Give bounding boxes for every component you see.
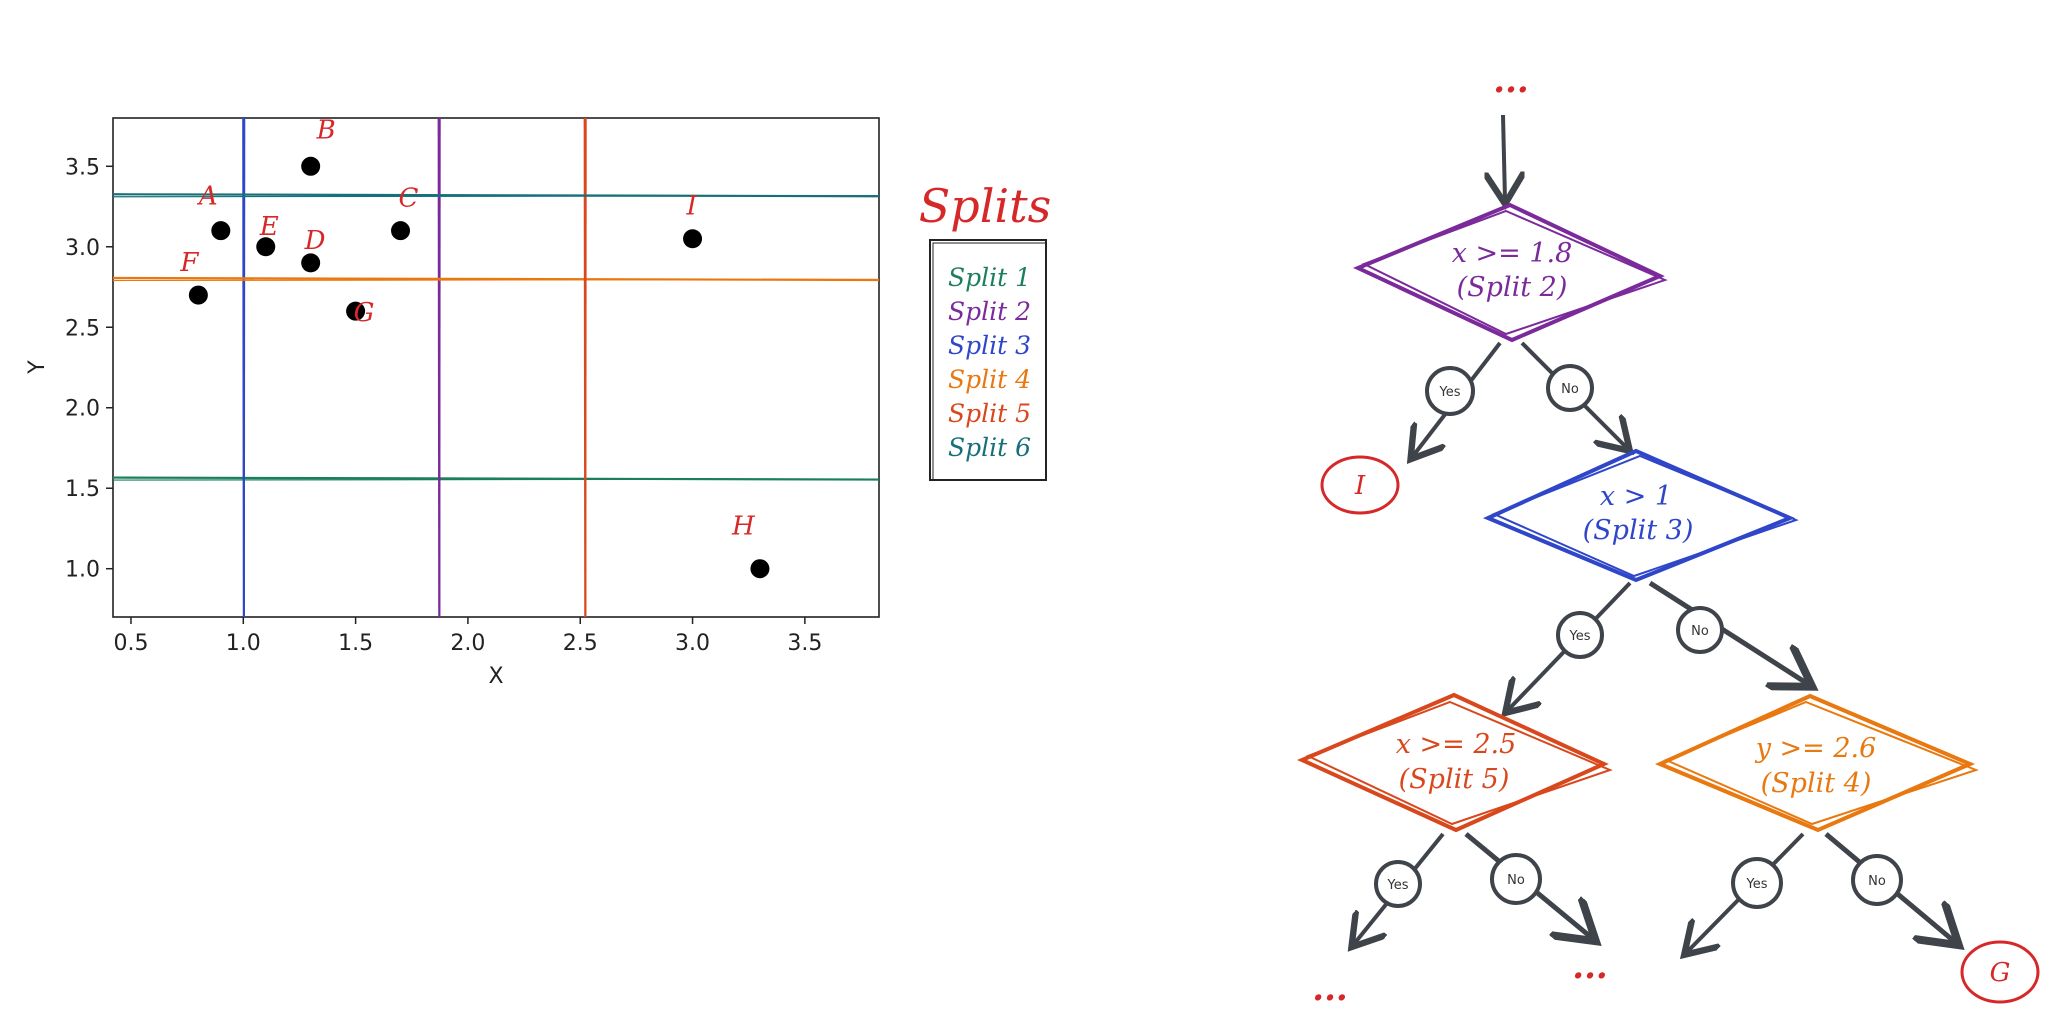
y-tick-label: 1.5 [65, 477, 100, 502]
node-split-2-condition: x >= 1.8 [1452, 238, 1573, 269]
edge-split3-yes-label: Yes [1569, 629, 1591, 644]
point-B [301, 156, 321, 176]
point-H-label: H [731, 512, 756, 542]
node-split-2: x >= 1.8 (Split 2) [1353, 202, 1668, 343]
point-F-label: F [179, 248, 199, 278]
edge-split2-yes-badge [1425, 366, 1475, 416]
legend-item-split-3: Split 3 [948, 331, 1031, 360]
scatter-plot: 0.5 1.0 1.5 2.0 2.5 3.0 3.51.01.52.02.53.03.5 … [25, 115, 880, 689]
node-split-4-label: (Split 4) [1761, 768, 1872, 799]
node-split-4: y >= 2.6 (Split 4) [1654, 693, 1979, 833]
edge-split2-no-badge [1546, 364, 1594, 412]
edge-split2-no-label: No [1561, 382, 1579, 397]
point-A-label: A [197, 182, 218, 212]
edge-split3-no-label: No [1691, 624, 1709, 639]
y-tick-label: 1.0 [65, 558, 100, 583]
decision-tree: ... x >= 1.8 (Split 2) Yes I No x > 1 (S… [1297, 61, 2040, 1009]
data-points: A B C DE F G H I [179, 115, 770, 579]
point-F [188, 285, 208, 305]
point-G [346, 301, 366, 321]
split-6-line-sketch [112, 195, 880, 198]
y-tick-label: 2.0 [65, 397, 100, 422]
y-tick-label: 3.5 [65, 155, 100, 180]
node-split-2-label: (Split 2) [1457, 272, 1568, 303]
legend-box-sketch [932, 242, 1047, 481]
leaf-G [1960, 940, 2040, 1004]
x-tick-label: 1.5 [338, 631, 373, 656]
point-D-label: D [304, 226, 326, 256]
x-tick-label: 3.5 [787, 631, 822, 656]
x-tick-label: 2.0 [450, 631, 485, 656]
tree-bottom-ellipsis-left: ... [1312, 969, 1348, 1009]
legend-item-split-1: Split 1 [948, 263, 1031, 292]
x-tick-label: 3.0 [675, 631, 710, 656]
point-C [391, 221, 411, 241]
edge-split3-no [1648, 580, 1808, 684]
legend-item-split-4: Split 4 [948, 365, 1031, 394]
point-E [256, 237, 276, 257]
node-split-5-diamond-sketch [1305, 700, 1613, 826]
point-D [301, 253, 321, 273]
plot-frame [112, 117, 880, 618]
node-split-2-diamond-sketch [1361, 209, 1668, 336]
node-split-3-label: (Split 3) [1583, 515, 1694, 546]
y-axis-label: Y [25, 360, 50, 375]
point-C-label: C [399, 184, 419, 214]
split-1-line-sketch [112, 478, 880, 481]
edge-split3-yes-badge [1556, 611, 1604, 659]
tree-bottom-ellipsis-right: ... [1572, 947, 1608, 987]
edge-split5-yes-label: Yes [1387, 878, 1409, 893]
edge-split4-no-label: No [1868, 874, 1886, 889]
point-I [683, 229, 703, 249]
point-I-label: I [686, 192, 698, 222]
point-B-label: B [316, 115, 336, 145]
arrow-into-split2 [1503, 114, 1505, 200]
y-tick-label: 2.5 [65, 316, 100, 341]
point-G-label: G [354, 298, 375, 328]
edge-split4-no-badge [1851, 854, 1903, 906]
point-H [750, 559, 770, 579]
node-split-5-label: (Split 5) [1399, 764, 1510, 795]
node-split-5: x >= 2.5 (Split 5) [1297, 692, 1613, 833]
edge-split5-no-label: No [1507, 873, 1525, 888]
node-split-5-condition: x >= 2.5 [1396, 729, 1517, 760]
node-split-3-condition: x > 1 [1600, 481, 1672, 512]
node-split-4-condition: y >= 2.6 [1755, 733, 1877, 764]
split-4-line-sketch [112, 278, 880, 282]
splits-legend: Splits Split 1 Split 2 Split 3 Split 4 S… [919, 179, 1051, 481]
edge-split5-yes-badge [1374, 860, 1422, 908]
legend-item-split-5: Split 5 [948, 399, 1031, 428]
node-split-4-diamond-sketch [1663, 700, 1979, 826]
legend-item-split-6: Split 6 [948, 433, 1031, 462]
point-A [211, 221, 231, 241]
edge-split2-yes-label: Yes [1439, 385, 1461, 400]
x-tick-label: 0.5 [113, 631, 148, 656]
legend-title: Splits [919, 179, 1051, 233]
split-lines [112, 117, 880, 618]
edge-split4-yes-label: Yes [1746, 877, 1768, 892]
node-split-3: x > 1 (Split 3) [1482, 448, 1799, 583]
x-axis-label: X [488, 664, 503, 689]
legend-item-split-2: Split 2 [948, 297, 1031, 326]
leaf-G-label: G [1990, 958, 2011, 988]
x-tick-label: 2.5 [563, 631, 598, 656]
leaf-I [1320, 455, 1400, 515]
edge-split3-no-badge [1676, 606, 1724, 654]
point-E-label: E [259, 212, 279, 242]
edge-split5-no-badge [1490, 853, 1542, 905]
y-tick-label: 3.0 [65, 236, 100, 261]
node-split-5-diamond [1297, 692, 1609, 833]
node-split-3-diamond-sketch [1491, 454, 1799, 578]
x-tick-label: 1.0 [226, 631, 261, 656]
edge-split4-yes-badge [1731, 857, 1783, 909]
tree-top-ellipsis: ... [1493, 61, 1529, 101]
axis-ticks: 0.5 1.0 1.5 2.0 2.5 3.0 3.5 1.0 1.5 2.0 2.5 3.0 3.5 [65, 155, 822, 656]
leaf-I-label: I [1354, 471, 1366, 501]
